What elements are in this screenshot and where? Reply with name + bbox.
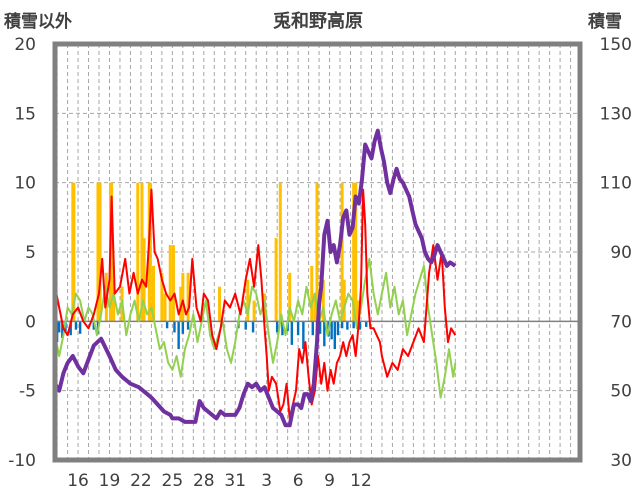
x-tick-label: 3 [261, 471, 272, 491]
snowfall-bar [177, 321, 180, 350]
precip-bar [252, 300, 256, 322]
snowfall-bar [165, 321, 169, 329]
chart-title: 兎和野高原 [273, 10, 363, 32]
snowfall-bar [173, 321, 176, 333]
left-tick-label: 10 [14, 174, 36, 194]
x-tick-label: 22 [130, 471, 152, 491]
snowfall-bar [336, 321, 340, 336]
precip-bar [246, 279, 250, 322]
right-tick-label: 70 [610, 312, 632, 332]
right-axis-label: 積雪 [588, 11, 622, 32]
snowfall-bar [251, 321, 255, 333]
x-tick-label: 25 [162, 471, 184, 491]
precip-bar [278, 182, 282, 322]
snowfall-bar [290, 321, 294, 345]
snowfall-bar [358, 321, 362, 330]
snowfall-bar [323, 321, 326, 347]
precip-bar [186, 272, 190, 322]
snowfall-bar [244, 321, 247, 330]
snowfall-bar [74, 321, 78, 330]
snow_depth-line [53, 128, 457, 428]
x-tick-label: 28 [193, 471, 215, 491]
precip-bar [171, 245, 175, 322]
x-tick-label: 12 [350, 471, 372, 491]
right-tick-label: 110 [600, 174, 632, 194]
precip-bar [340, 182, 344, 322]
snowfall-bar [275, 321, 279, 333]
left-tick-label: -5 [19, 382, 36, 402]
left-tick-label: -10 [8, 451, 36, 471]
snowfall-bar [346, 321, 349, 330]
snowfall-bar [330, 321, 333, 340]
precip-bar [356, 300, 360, 322]
precip-bar [313, 293, 317, 322]
temperature-line [54, 188, 457, 420]
precip-bar [136, 182, 140, 322]
snowfall-bar [281, 321, 284, 336]
left-tick-label: 20 [14, 35, 36, 55]
precip-bar [148, 182, 152, 322]
snowfall-bar [333, 321, 336, 350]
left-axis-label: 積雪以外 [4, 11, 72, 32]
line-series [53, 128, 457, 428]
x-tick-label: 31 [224, 471, 246, 491]
snowfall-bar [352, 321, 355, 329]
precip-bar [181, 272, 185, 322]
precip-bar [160, 272, 164, 322]
x-tick-label: 16 [67, 471, 89, 491]
snowfall-bar [186, 321, 190, 330]
precip-bar [352, 182, 356, 322]
left-tick-label: 5 [25, 243, 36, 263]
precip-bar [112, 279, 116, 322]
precip-bar [218, 286, 222, 322]
snowfall-bar [69, 321, 72, 336]
plot-frame [52, 41, 583, 463]
precip-bar [168, 245, 172, 322]
right-tick-label: 50 [610, 382, 632, 402]
precip-bar [310, 265, 314, 322]
precip-bar [163, 293, 167, 322]
precip-bar [288, 272, 292, 322]
precip-bar [274, 238, 278, 322]
right-tick-label: 30 [610, 451, 632, 471]
precip-bar [98, 182, 102, 322]
snowfall-bar [92, 321, 95, 330]
x-tick-label: 6 [293, 471, 304, 491]
snowfall-bar [181, 321, 185, 334]
left-tick-label: 15 [14, 104, 36, 124]
right-tick-label: 130 [600, 104, 632, 124]
precip-bar [315, 182, 319, 322]
snowfall-bar [296, 321, 300, 336]
x-tick-label: 9 [324, 471, 335, 491]
left-tick-label: 0 [25, 312, 36, 332]
tick-labels: 20 150 15 130 10 110 5 90 0 70 -5 50 -10 30 16 19 22 25 28… [8, 35, 632, 491]
snowfall-bar [61, 321, 64, 338]
snowfall-bar [340, 321, 344, 329]
snowfall-bar [365, 321, 368, 327]
snowfall-bar [57, 321, 61, 333]
precip-bar [72, 182, 76, 322]
snowfall-bar [302, 321, 305, 350]
snowfall-bar [78, 321, 82, 334]
precip-bar [140, 182, 144, 322]
precip-bar [142, 238, 146, 322]
right-tick-label: 150 [600, 35, 632, 55]
snowfall-bar [318, 321, 322, 334]
other-line [54, 257, 457, 399]
precip-bar [110, 182, 114, 322]
x-tick-label: 19 [99, 471, 121, 491]
right-tick-label: 90 [610, 243, 632, 263]
precip-bar [321, 279, 325, 322]
precip-bar [354, 182, 358, 322]
precip-bar [152, 265, 156, 322]
precip-bar [342, 279, 346, 322]
snowfall-bar [311, 321, 314, 336]
